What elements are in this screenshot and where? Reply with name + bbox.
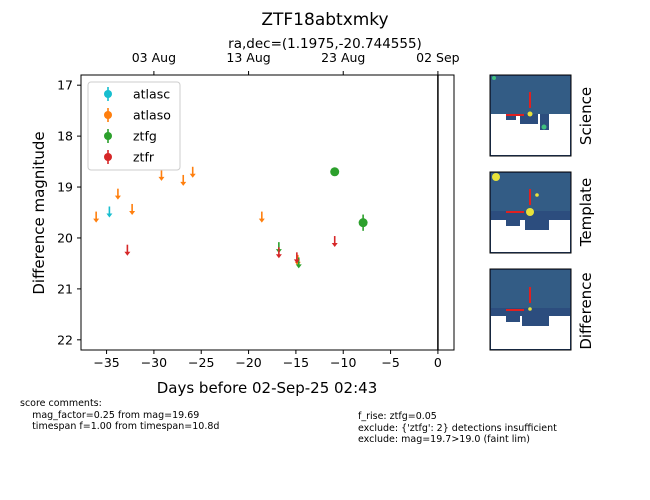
x-tick-label: 0 <box>434 355 442 370</box>
legend-label-ztfr: ztfr <box>133 150 155 165</box>
stamp-label-template: Template <box>577 178 595 247</box>
atlaso-limit-point <box>93 218 100 223</box>
chart-title: ZTF18abtxmky <box>261 10 388 30</box>
legend-label-ztfg: ztfg <box>133 129 157 144</box>
legend-label-atlasc: atlasc <box>133 87 170 102</box>
x-tick-label: −5 <box>381 355 399 370</box>
series-atlasc <box>106 206 113 218</box>
x-tick-label: −10 <box>330 355 356 370</box>
ztfg-point <box>330 167 340 177</box>
series-ztfg <box>275 167 368 269</box>
atlasc-limit-point <box>106 213 113 218</box>
series-ztfr <box>124 236 338 264</box>
x-tick-label: −15 <box>283 355 309 370</box>
top-tick-label: 13 Aug <box>226 50 270 65</box>
atlaso-limit-point <box>129 210 136 215</box>
image-stamps: Science Template Difference <box>489 74 595 351</box>
legend-marker-ztfg <box>104 132 112 140</box>
x-axis-label: Days before 02-Sep-25 02:43 <box>157 379 378 397</box>
legend: atlasc atlaso ztfg ztfr <box>87 81 181 171</box>
plot-frame <box>80 74 455 351</box>
ztfr-limit-point <box>331 243 338 248</box>
atlaso-limit-point <box>180 181 187 186</box>
atlaso-limit-point <box>258 218 265 223</box>
y-axis-label: Difference magnitude <box>30 131 48 294</box>
stamp-label-science: Science <box>577 87 595 145</box>
ztfg-limit-point <box>295 264 302 269</box>
atlaso-limit-point <box>189 173 196 178</box>
ztfr-limit-point <box>275 254 282 259</box>
y-tick-label: 18 <box>57 129 73 144</box>
legend-frame <box>87 81 181 171</box>
science-stamp <box>489 74 572 157</box>
top-tick-label: 02 Sep <box>416 50 460 65</box>
rise-comments: f_rise: ztfg=0.05 exclude: {'ztfg': 2} d… <box>358 411 557 445</box>
series-atlaso <box>93 166 301 266</box>
y-tick-label: 22 <box>57 332 73 347</box>
x-tick-label: −20 <box>235 355 261 370</box>
axis-ticks: −35 −30 −25 −20 −15 −10 −5 0 03 Aug 13 Aug 23 Aug 0… <box>57 50 460 370</box>
legend-marker-atlasc <box>104 90 112 98</box>
legend-label-atlaso: atlaso <box>133 108 171 123</box>
y-tick-label: 17 <box>57 78 73 93</box>
template-stamp <box>489 171 572 254</box>
plot-area <box>80 74 455 351</box>
stamp-label-difference: Difference <box>577 272 595 349</box>
legend-marker-atlaso <box>104 111 112 119</box>
ztfr-limit-point <box>124 251 131 256</box>
atlaso-limit-point <box>158 176 165 181</box>
y-tick-label: 19 <box>57 180 73 195</box>
chart-subtitle: ra,dec=(1.1975,-20.744555) <box>228 36 422 52</box>
x-tick-label: −25 <box>188 355 214 370</box>
atlaso-limit-point <box>114 195 121 200</box>
top-tick-label: 23 Aug <box>321 50 365 65</box>
difference-stamp <box>489 268 572 351</box>
legend-marker-ztfr <box>104 153 112 161</box>
x-tick-label: −30 <box>141 355 167 370</box>
y-tick-label: 20 <box>57 230 73 245</box>
ztfg-point <box>358 218 368 228</box>
top-tick-label: 03 Aug <box>132 50 176 65</box>
y-tick-label: 21 <box>57 281 73 296</box>
x-tick-label: −35 <box>93 355 119 370</box>
score-comments: score comments: mag_factor=0.25 from mag… <box>20 398 220 432</box>
ztfr-limit-point <box>293 259 300 264</box>
